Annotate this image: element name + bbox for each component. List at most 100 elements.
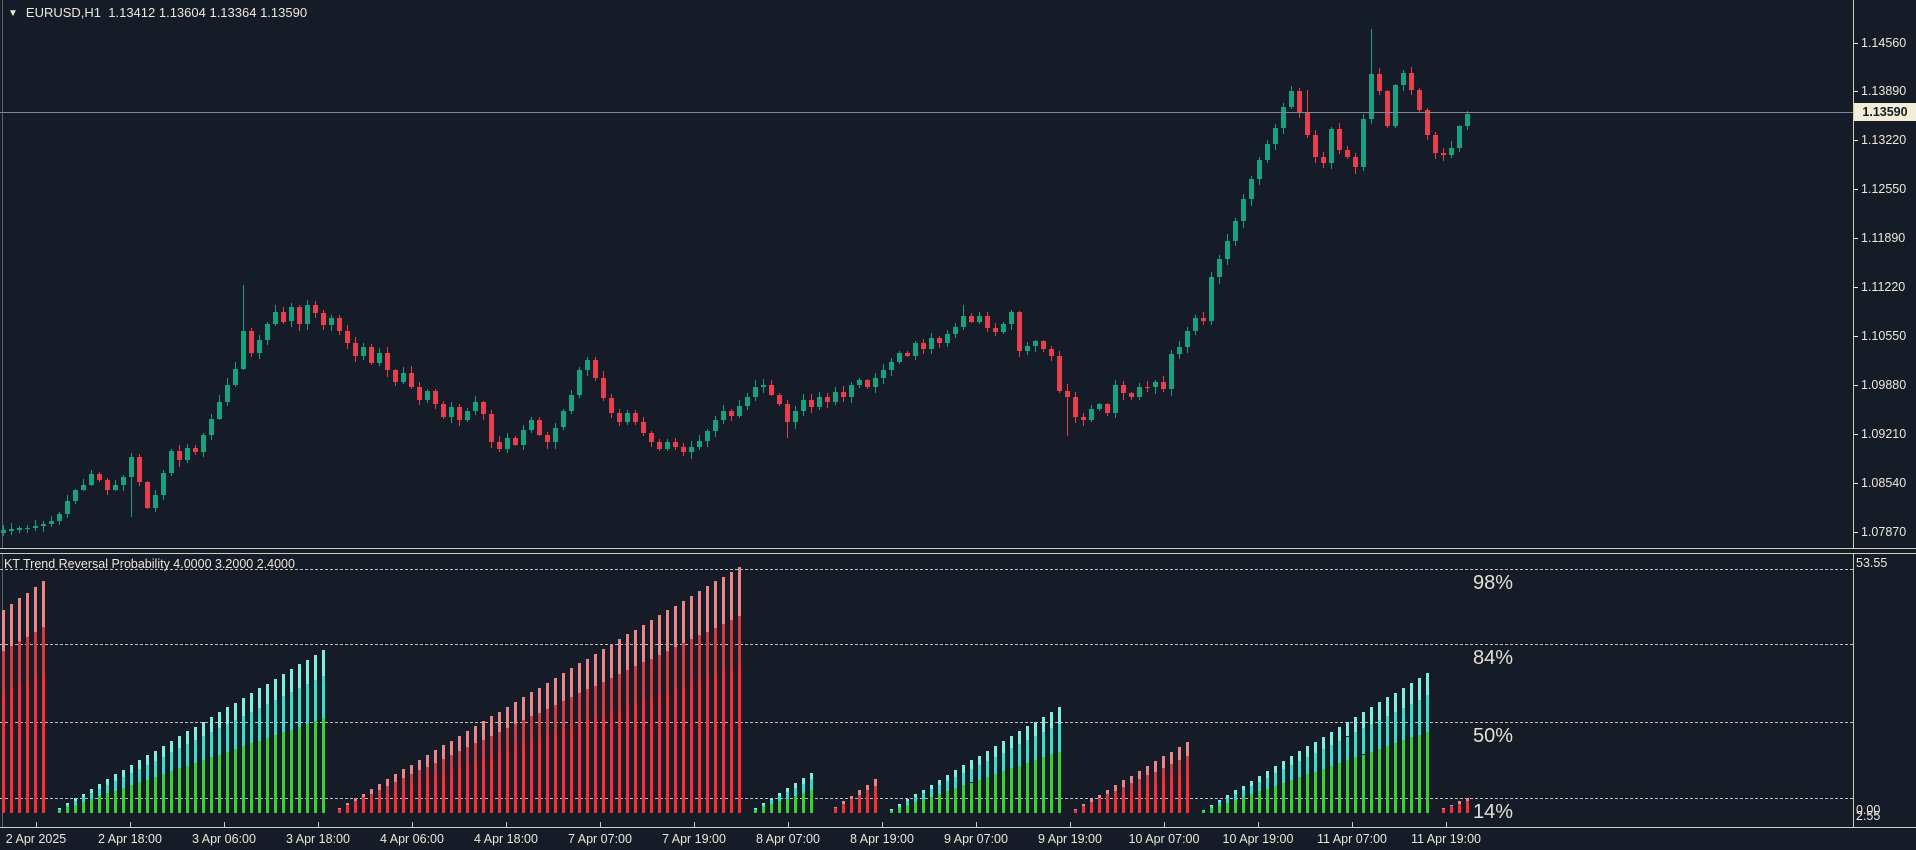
- candle-body: [616, 412, 622, 422]
- histogram-bar-segment: [114, 780, 117, 791]
- histogram-bar-segment: [26, 680, 29, 813]
- candle-body: [1336, 129, 1342, 150]
- histogram-bar-segment: [282, 732, 285, 813]
- histogram-bar-segment: [1442, 810, 1445, 813]
- time-tick-label: 8 Apr 07:00: [756, 832, 820, 846]
- histogram-bar-segment: [770, 798, 773, 801]
- histogram-bar-segment: [1226, 802, 1229, 813]
- histogram-bar-segment: [194, 740, 197, 763]
- candle-body: [1264, 143, 1270, 160]
- time-tick-label: 9 Apr 19:00: [1038, 832, 1102, 846]
- histogram-bar-segment: [362, 797, 365, 802]
- histogram-bar-segment: [1426, 695, 1429, 732]
- histogram-bar-segment: [306, 724, 309, 813]
- histogram-bar-segment: [738, 567, 741, 617]
- histogram-bar-segment: [1410, 737, 1413, 813]
- histogram-bar-segment: [138, 768, 141, 783]
- histogram-bar-segment: [602, 681, 605, 715]
- histogram-bar-segment: [1362, 754, 1365, 813]
- histogram-bar-segment: [1354, 717, 1357, 733]
- time-tick-mark: [600, 822, 601, 827]
- candle-body: [1344, 149, 1350, 158]
- histogram-bar-segment: [506, 749, 509, 813]
- histogram-bar-segment: [1034, 721, 1037, 737]
- histogram-bar-segment: [170, 740, 173, 753]
- candle-body: [1248, 178, 1254, 200]
- histogram-bar-segment: [442, 745, 445, 759]
- histogram-bar-segment: [674, 647, 677, 689]
- histogram-bar-segment: [514, 701, 517, 725]
- histogram-bar-segment: [298, 726, 301, 813]
- histogram-bar-segment: [402, 778, 405, 787]
- histogram-bar-segment: [842, 806, 845, 813]
- candle-body: [104, 480, 110, 490]
- time-tick-mark: [318, 822, 319, 827]
- histogram-bar-segment: [266, 683, 269, 705]
- histogram-bar-segment: [218, 728, 221, 755]
- panel-splitter[interactable]: [0, 548, 1916, 554]
- symbol-dropdown-icon[interactable]: ▼: [8, 8, 18, 19]
- candle-body: [232, 369, 238, 386]
- candle-body: [1120, 385, 1126, 394]
- histogram-bar-segment: [626, 670, 629, 706]
- histogram-bar-segment: [450, 740, 453, 755]
- histogram-bar-segment: [202, 721, 205, 737]
- histogram-bar-segment: [1298, 777, 1301, 813]
- histogram-bar-segment: [1466, 804, 1469, 813]
- histogram-bar-segment: [722, 576, 725, 624]
- time-tick-mark: [788, 822, 789, 827]
- candle-body: [1448, 147, 1454, 155]
- candle-body: [440, 404, 446, 417]
- indicator-axis-border: [1853, 554, 1854, 827]
- price-chart-panel[interactable]: [0, 0, 1853, 548]
- histogram-bar-segment: [98, 784, 101, 789]
- histogram-bar-segment: [850, 799, 853, 803]
- histogram-bar-segment: [554, 731, 557, 813]
- histogram-bar-segment: [682, 643, 685, 686]
- histogram-bar-segment: [650, 620, 653, 659]
- histogram-bar-segment: [1178, 746, 1181, 761]
- histogram-bar-segment: [586, 658, 589, 690]
- histogram-bar-segment: [210, 757, 213, 813]
- candle-body: [952, 326, 958, 334]
- candle-body: [1408, 72, 1414, 90]
- candle-body: [1424, 110, 1430, 136]
- histogram-bar-segment: [186, 765, 189, 813]
- histogram-bar-segment: [74, 800, 77, 805]
- histogram-bar-segment: [290, 692, 293, 730]
- histogram-bar-segment: [338, 808, 341, 809]
- histogram-bar-segment: [914, 797, 917, 803]
- histogram-bar-segment: [914, 794, 917, 798]
- histogram-bar-segment: [378, 789, 381, 796]
- histogram-bar-segment: [1170, 763, 1173, 777]
- histogram-bar-segment: [1034, 736, 1037, 760]
- histogram-bar-segment: [946, 775, 949, 782]
- histogram-bar-segment: [930, 784, 933, 790]
- candle-body: [912, 343, 918, 356]
- histogram-bar-segment: [298, 664, 301, 689]
- candle-body: [448, 407, 454, 417]
- candle-body: [544, 434, 550, 443]
- histogram-bar-segment: [618, 708, 621, 813]
- histogram-bar-segment: [1258, 775, 1261, 782]
- histogram-bar-segment: [1122, 780, 1125, 787]
- histogram-bar-segment: [1154, 771, 1157, 782]
- histogram-bar-segment: [458, 751, 461, 767]
- histogram-bar-segment: [1090, 802, 1093, 805]
- indicator-panel[interactable]: 98% 84% 50% 14%: [0, 554, 1853, 827]
- histogram-bar-segment: [314, 680, 317, 722]
- histogram-bar-segment: [154, 760, 157, 777]
- time-tick-label: 10 Apr 19:00: [1222, 832, 1294, 846]
- price-tick-label: 1.08540: [1861, 476, 1907, 490]
- candle-body: [1128, 393, 1134, 397]
- histogram-bar-segment: [546, 734, 549, 813]
- histogram-bar-segment: [634, 666, 637, 703]
- histogram-bar-segment: [546, 708, 549, 735]
- histogram-bar-segment: [1338, 726, 1341, 741]
- candle-body: [696, 440, 702, 447]
- candle-body: [1240, 199, 1246, 222]
- candle-body: [128, 456, 134, 478]
- indicator-level-line: [0, 798, 1853, 799]
- candle-body: [1256, 159, 1262, 179]
- histogram-bar-segment: [850, 802, 853, 813]
